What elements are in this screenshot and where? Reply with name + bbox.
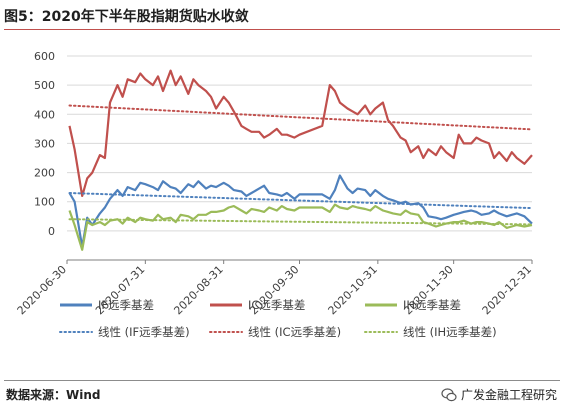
brand-name: 广发金融工程研究 bbox=[460, 388, 557, 402]
legend-label: 线性 (IC远季基差) bbox=[248, 325, 341, 339]
trendline-ic bbox=[68, 104, 533, 131]
legend-label: 线性 (IH远季基差) bbox=[403, 325, 497, 339]
legend-label: IF远季基差 bbox=[98, 298, 154, 312]
y-tick-label: 500 bbox=[34, 79, 55, 92]
page-title: 图5：2020年下半年股指期货贴水收敛 bbox=[4, 9, 249, 25]
y-tick-label: 400 bbox=[34, 108, 55, 121]
legend-label: IC远季基差 bbox=[248, 298, 305, 312]
y-tick-label: 600 bbox=[34, 50, 55, 63]
y-tick-label: 300 bbox=[34, 137, 55, 150]
x-tick-label: 2020-08-31 bbox=[171, 263, 225, 317]
x-tick-label: 2020-06-30 bbox=[15, 263, 69, 317]
gridlines bbox=[67, 55, 532, 232]
source-note: 数据来源：Wind bbox=[6, 388, 101, 402]
y-tick-label: 200 bbox=[34, 167, 55, 180]
wechat-icon bbox=[441, 387, 457, 401]
trendline-ih bbox=[68, 218, 533, 226]
series-lines bbox=[68, 69, 533, 251]
series-line-ih bbox=[68, 203, 533, 251]
x-tick-label: 2020-12-31 bbox=[480, 263, 534, 317]
y-tick-label: 100 bbox=[34, 196, 55, 209]
series-line-ic bbox=[68, 69, 533, 197]
y-tick-label: 0 bbox=[48, 225, 55, 238]
legend-label: IH远季基差 bbox=[403, 298, 461, 312]
x-tick-label: 2020-10-31 bbox=[326, 263, 380, 317]
title-divider bbox=[4, 29, 560, 30]
y-axis: 0 100 200 300 400 500 600 bbox=[34, 50, 55, 238]
trendline-if bbox=[68, 192, 533, 210]
brand-label: 广发金融工程研究 bbox=[441, 386, 557, 403]
series-line-if bbox=[68, 174, 533, 248]
footer-divider bbox=[4, 380, 560, 381]
legend-label: 线性 (IF远季基差) bbox=[98, 325, 190, 339]
